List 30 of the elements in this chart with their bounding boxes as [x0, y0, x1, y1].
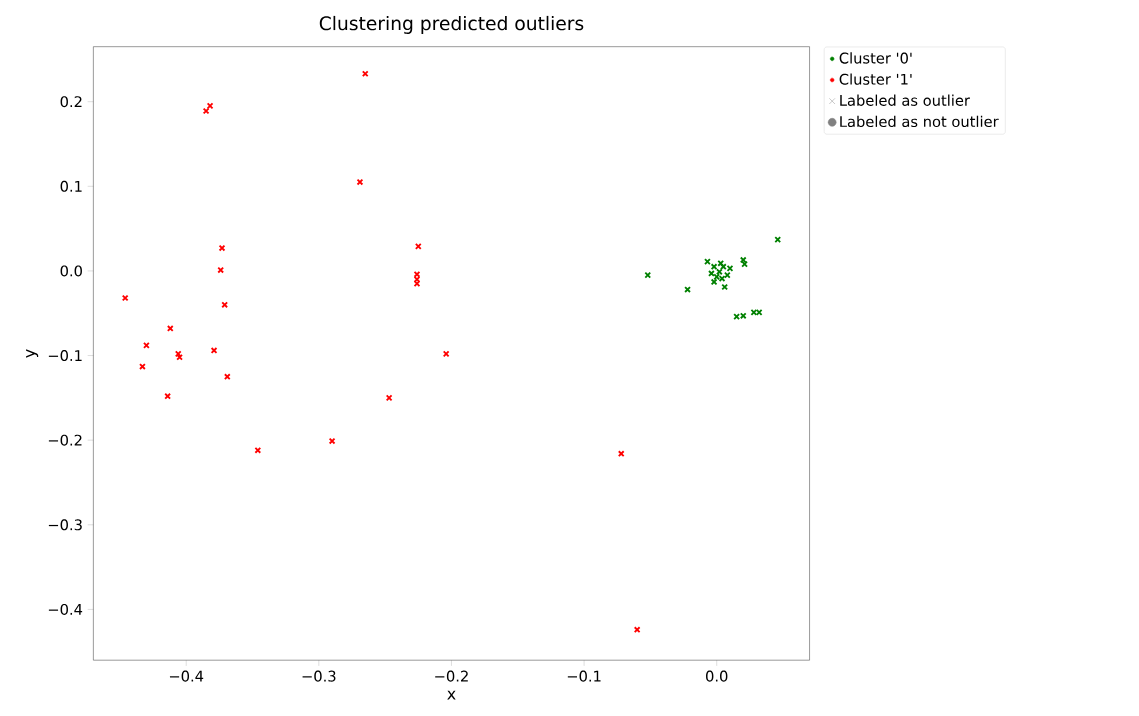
legend-label: Labeled as not outlier: [840, 115, 999, 127]
y-axis-title: y: [26, 349, 39, 358]
x-tick-label: 0.0: [706, 670, 728, 682]
y-tick-label: −0.4: [48, 603, 83, 615]
point: [356, 178, 364, 186]
x-tick-label: −0.4: [169, 670, 204, 682]
legend-label: Cluster '0': [839, 52, 912, 64]
x-axis-title: x: [447, 690, 456, 700]
y-tick-label: −0.1: [48, 349, 82, 361]
point: [121, 294, 129, 302]
chart-title: Clustering predicted outliers: [319, 15, 584, 34]
point: [442, 350, 450, 358]
y-tick-label: −0.2: [48, 434, 82, 446]
legend-label: Labeled as outlier: [840, 94, 970, 106]
y-tick-label: −0.3: [48, 519, 82, 531]
point: [202, 107, 210, 115]
point: [385, 394, 393, 402]
x-tick-label: −0.3: [302, 670, 336, 682]
point: [710, 278, 718, 286]
x-tick-label: −0.1: [567, 670, 601, 682]
point: [166, 324, 174, 332]
point: [413, 270, 421, 278]
point: [328, 437, 336, 445]
legend-label: Cluster '1': [839, 73, 912, 85]
x-tick-label: −0.2: [435, 670, 468, 682]
point: [218, 244, 226, 252]
y-tick-label: 0.0: [60, 265, 82, 277]
y-tick-label: 0.1: [60, 180, 82, 192]
y-tick-label: 0.2: [60, 96, 82, 108]
point: [206, 102, 214, 110]
